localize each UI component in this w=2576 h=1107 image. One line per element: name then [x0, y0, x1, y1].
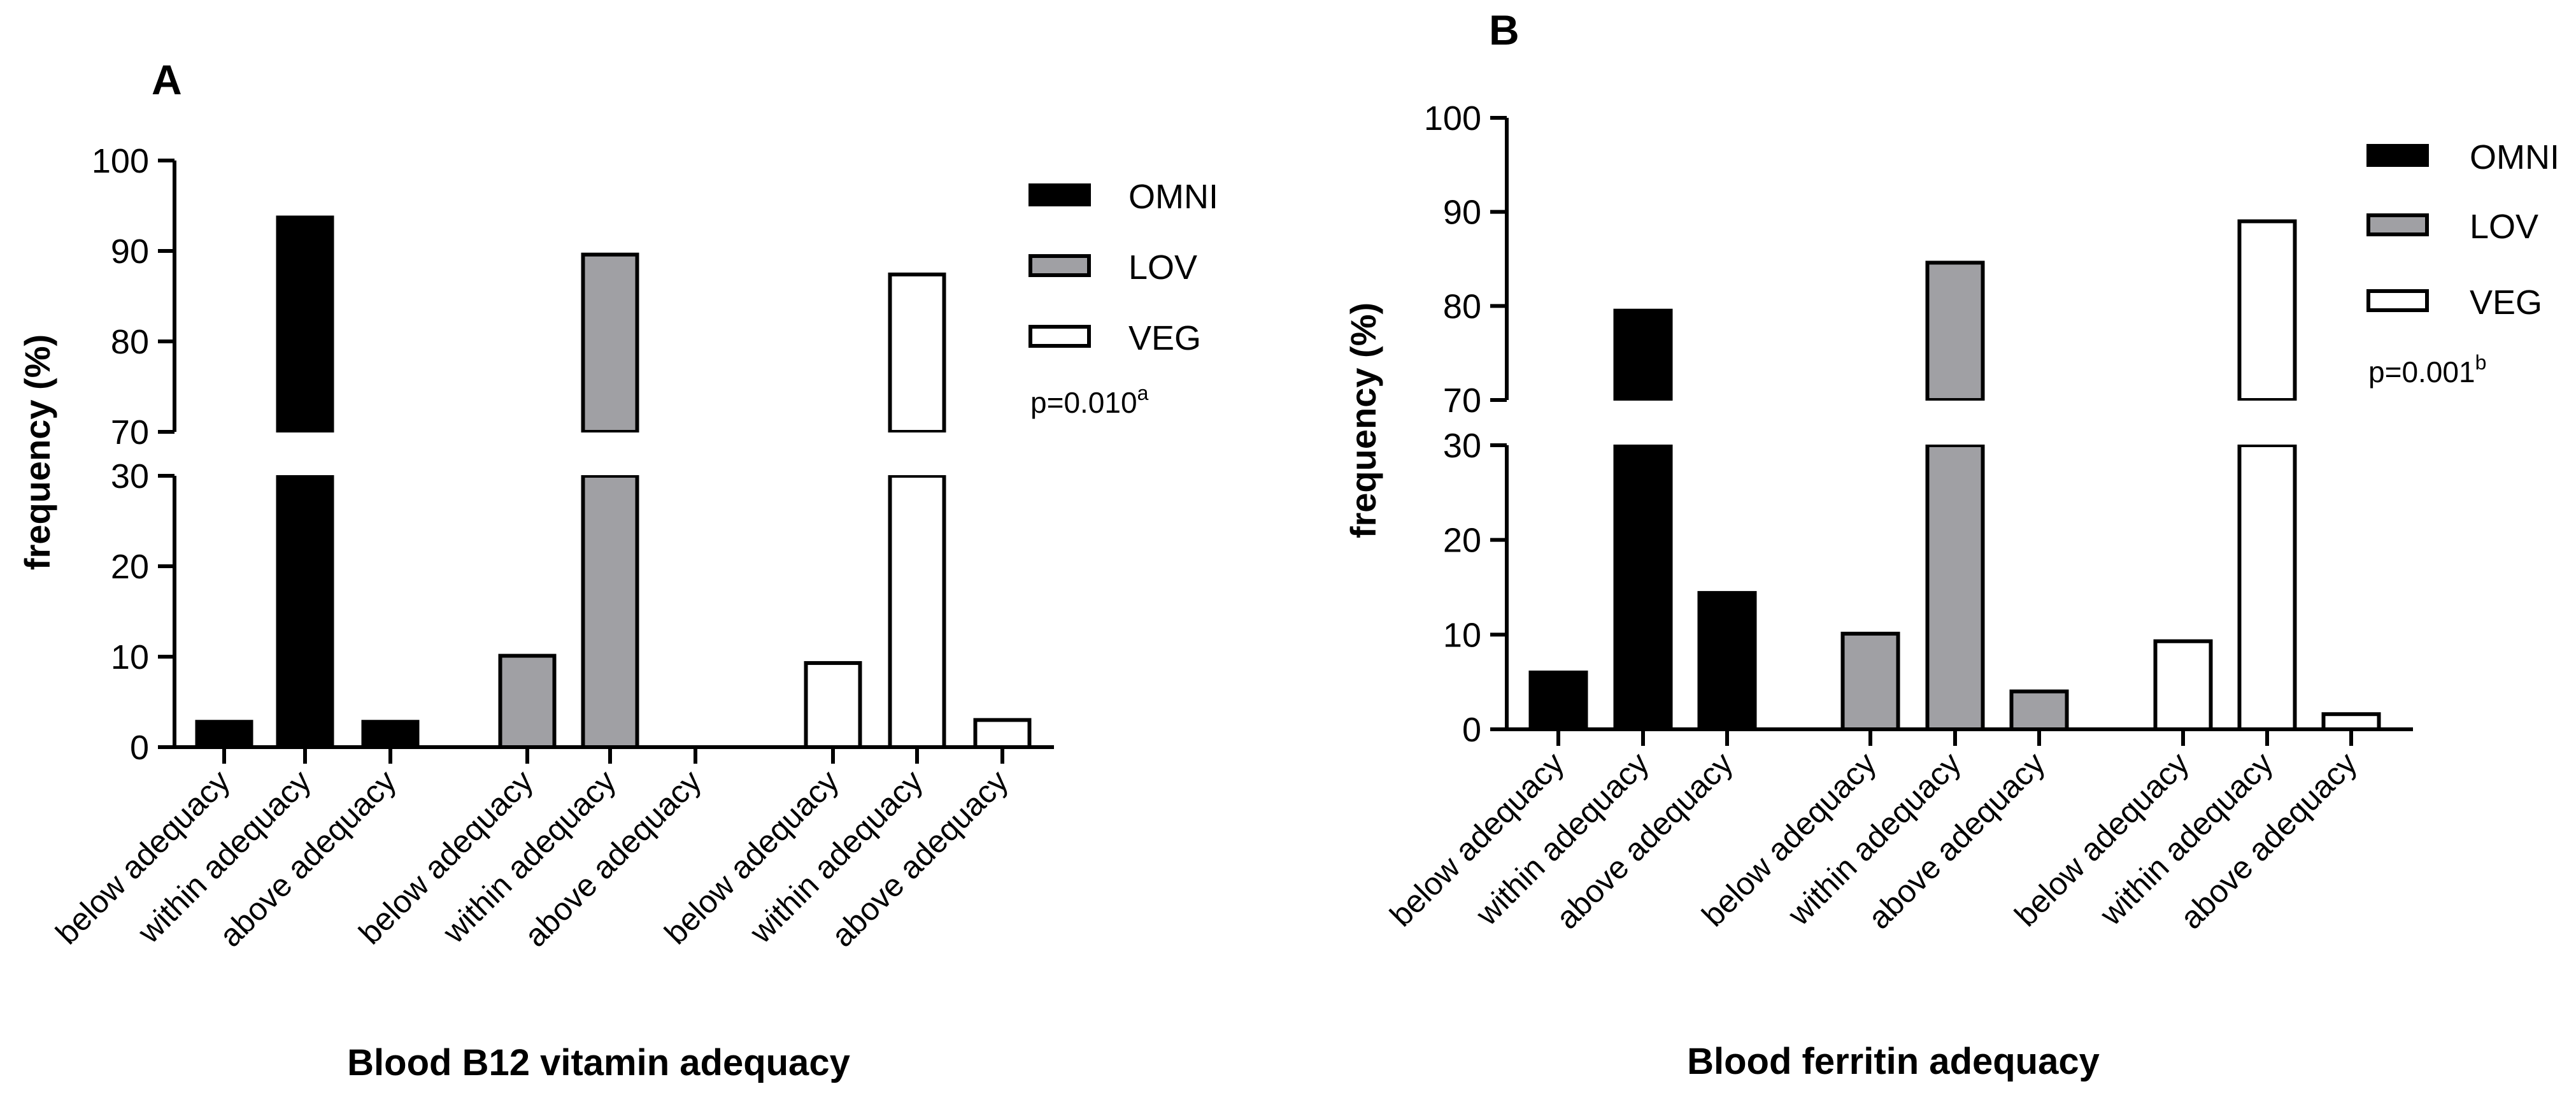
axis-break-gap	[1923, 401, 1987, 445]
y-tick-label: 30	[111, 457, 149, 496]
bar-veg-1-upper	[2237, 219, 2297, 402]
axis-break-gap	[2235, 401, 2299, 445]
bar-omni-0	[1528, 670, 1588, 732]
bar-lov-2	[2009, 689, 2069, 731]
bar-omni-0	[195, 720, 253, 749]
y-tick-label: 10	[1443, 616, 1481, 654]
legend-swatch-omni	[1028, 183, 1091, 206]
y-tick-label: 70	[1443, 382, 1481, 420]
axis-break-gap	[579, 432, 641, 475]
y-tick-label: 80	[111, 323, 149, 361]
legend-swatch-omni	[2366, 144, 2429, 167]
p-value-superscript: b	[2475, 351, 2487, 374]
bar-veg-0	[804, 661, 862, 749]
axis-break-gap	[886, 432, 948, 475]
bar-veg-2	[2321, 712, 2381, 732]
p-value-superscript: a	[1137, 382, 1149, 404]
p-value-text: p=0.010	[1030, 386, 1137, 419]
bar-lov-0	[498, 653, 557, 749]
legend-label-lov: LOV	[2470, 208, 2538, 246]
panel-letter: A	[152, 56, 182, 103]
x-axis-title: Blood ferritin adequacy	[1687, 1041, 2100, 1082]
p-value-text: p=0.001	[2368, 355, 2475, 389]
y-tick-label: 20	[1443, 522, 1481, 560]
panel-letter: B	[1489, 6, 1519, 54]
bar-lov-1-lower	[581, 474, 639, 749]
legend-label-veg: VEG	[1128, 319, 1201, 357]
y-tick-label: 70	[111, 413, 149, 452]
y-tick-label: 0	[130, 729, 149, 767]
y-tick-label: 100	[92, 142, 149, 180]
axis-break-gap	[274, 432, 336, 475]
y-tick-label: 90	[1443, 194, 1481, 232]
bar-veg-1-upper	[888, 272, 946, 434]
bar-veg-1-lower	[2237, 443, 2297, 731]
bar-veg-0	[2153, 639, 2213, 731]
y-tick-label: 30	[1443, 427, 1481, 465]
bar-veg-2	[973, 718, 1032, 750]
y-tick-label: 90	[111, 232, 149, 271]
bar-lov-1-lower	[1925, 443, 1985, 731]
bar-veg-1-lower	[888, 474, 946, 749]
y-tick-label: 20	[111, 548, 149, 586]
axis-break-gap	[1611, 401, 1675, 445]
x-axis-title: Blood B12 vitamin adequacy	[347, 1042, 850, 1083]
legend-swatch-veg	[2366, 289, 2429, 312]
legend-label-veg: VEG	[2470, 283, 2542, 322]
y-tick-label: 0	[1462, 711, 1481, 749]
bar-lov-1-upper	[581, 252, 639, 434]
legend-label-lov: LOV	[1128, 248, 1197, 287]
bar-omni-2	[1697, 590, 1757, 731]
bar-lov-0	[1840, 631, 1900, 732]
legend-swatch-veg	[1028, 325, 1091, 348]
legend-swatch-lov	[2366, 213, 2429, 236]
bar-omni-1-lower	[276, 474, 334, 749]
y-axis-title: frequency (%)	[1343, 303, 1383, 538]
bar-lov-1-upper	[1925, 261, 1985, 403]
y-tick-label: 100	[1424, 99, 1481, 138]
y-tick-label: 80	[1443, 287, 1481, 325]
y-axis-title: frequency (%)	[17, 334, 57, 570]
y-tick-label: 10	[111, 638, 149, 676]
bar-omni-1-upper	[276, 215, 334, 434]
legend-swatch-lov	[1028, 254, 1091, 277]
legend-label-omni: OMNI	[1128, 178, 1218, 216]
p-value-annotation: p=0.001b	[2368, 351, 2486, 389]
bar-omni-1-upper	[1613, 308, 1673, 403]
bar-omni-1-lower	[1613, 443, 1673, 731]
legend-label-omni: OMNI	[2470, 138, 2559, 176]
p-value-annotation: p=0.010a	[1030, 382, 1149, 419]
bar-omni-2	[361, 720, 420, 749]
